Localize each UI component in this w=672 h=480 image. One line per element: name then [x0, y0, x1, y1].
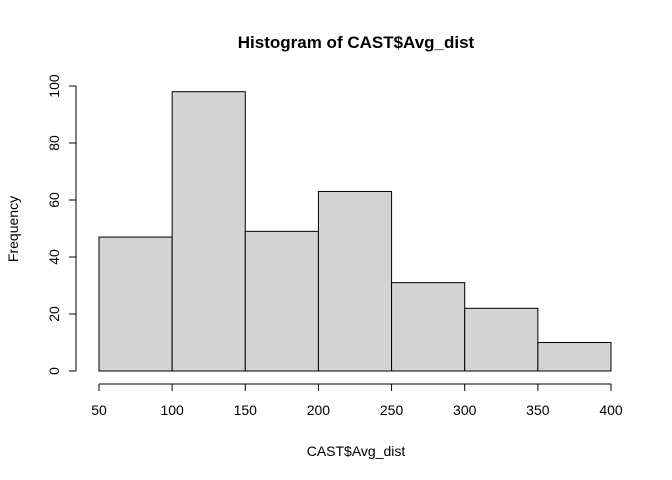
x-tick-label: 100	[160, 402, 184, 418]
x-tick-label: 300	[453, 402, 477, 418]
x-axis-label: CAST$Avg_dist	[307, 443, 406, 459]
histogram-bar-1	[171, 91, 246, 372]
histogram-bar-5	[464, 307, 539, 372]
x-tick-label: 50	[91, 402, 107, 418]
y-tick-label: 20	[46, 306, 62, 322]
bars-group	[98, 91, 612, 372]
histogram-bar-0	[98, 236, 173, 372]
x-tick-label: 150	[234, 402, 258, 418]
y-tick-label: 100	[46, 74, 62, 98]
x-tick-label: 200	[307, 402, 331, 418]
y-axis-label: Frequency	[5, 196, 21, 262]
y-tick-label: 80	[46, 135, 62, 151]
y-tick-label: 60	[46, 192, 62, 208]
histogram-bar-6	[537, 342, 612, 372]
histogram-bar-4	[391, 282, 466, 372]
histogram-bar-2	[244, 230, 319, 372]
chart-title: Histogram of CAST$Avg_dist	[238, 33, 475, 52]
x-tick-label: 350	[526, 402, 550, 418]
x-tick-label: 400	[599, 402, 623, 418]
x-tick-label: 250	[380, 402, 404, 418]
y-axis: 0 20 40 60 80 100	[46, 74, 77, 375]
y-tick-label: 40	[46, 249, 62, 265]
histogram-bar-3	[317, 190, 393, 372]
x-axis: 50 100 150 200 250 300 350 400	[91, 383, 623, 418]
y-tick-label: 0	[46, 367, 62, 375]
